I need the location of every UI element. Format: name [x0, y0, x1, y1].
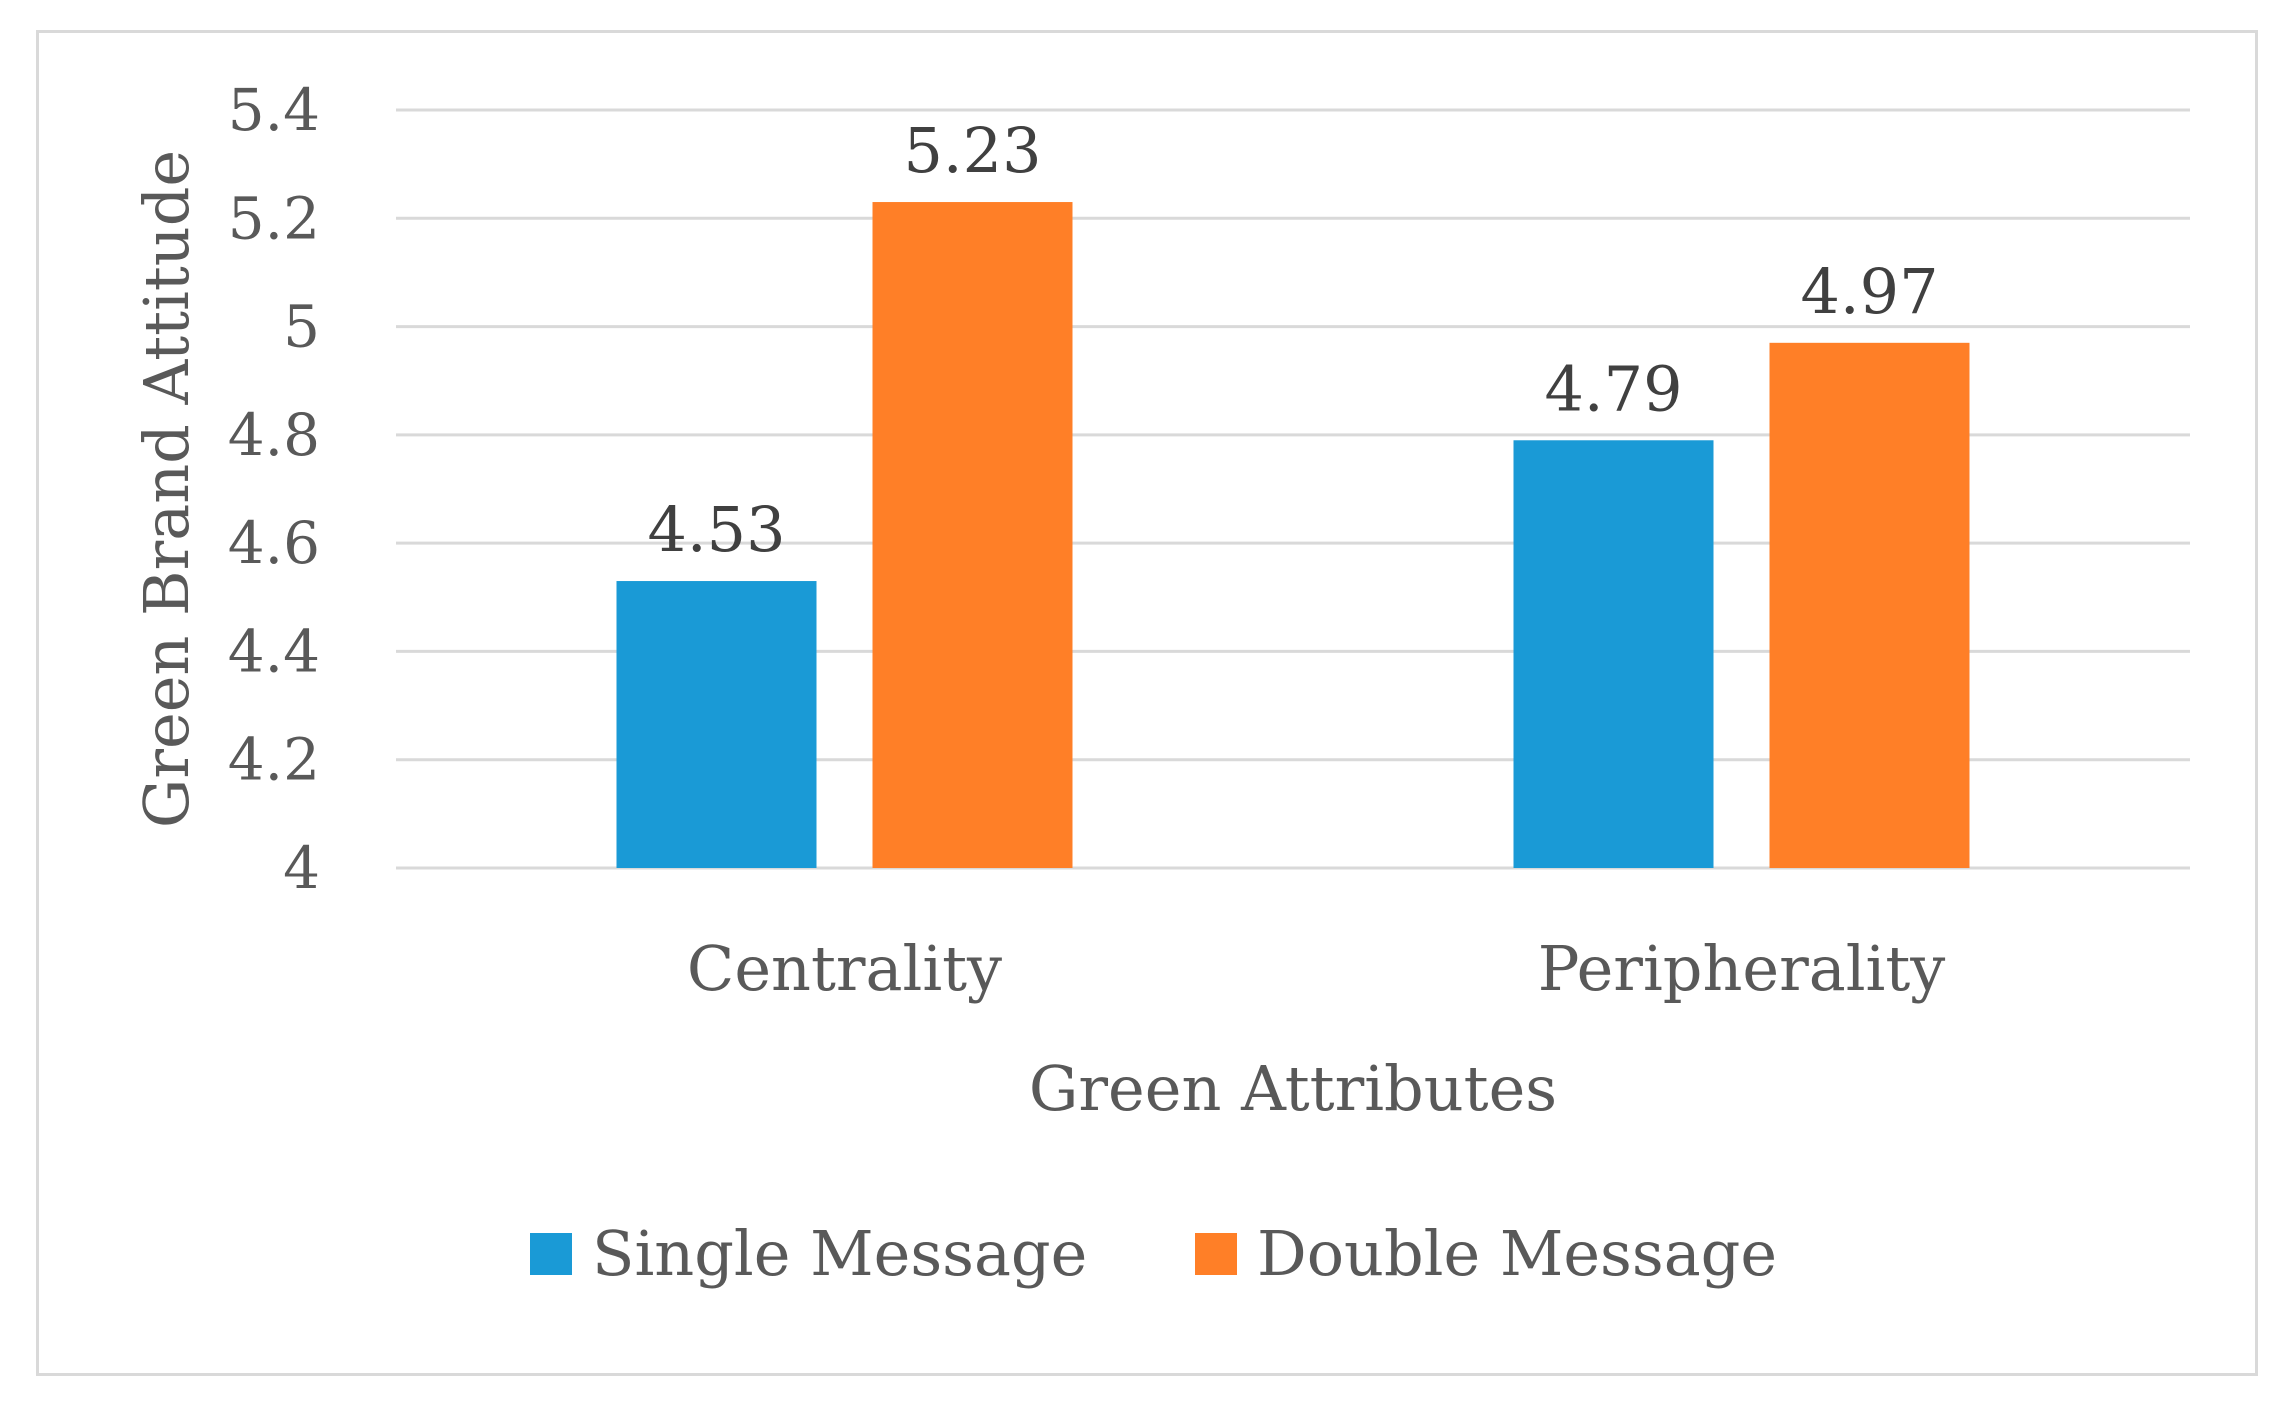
x-axis-title: Green Attributes: [1029, 1052, 1557, 1125]
y-axis-title: Green Brand Attitude: [130, 150, 203, 828]
x-category-label: Centrality: [687, 932, 1002, 1005]
legend-label: Single Message: [592, 1217, 1087, 1290]
legend: Single Message Double Message: [530, 1217, 1777, 1290]
data-label: 4.79: [1544, 352, 1682, 425]
x-category-label: Peripherality: [1538, 932, 1946, 1005]
x-axis-categories: Centrality Peripherality: [687, 932, 1945, 1005]
y-tick-label: 4: [283, 834, 320, 902]
data-label: 4.97: [1800, 255, 1938, 328]
data-label: 5.23: [903, 114, 1041, 187]
y-tick-label: 4.2: [228, 726, 320, 794]
y-tick-label: 4.6: [228, 509, 320, 577]
bars: [616, 202, 1970, 869]
legend-swatch: [1195, 1233, 1237, 1275]
data-labels: 4.53 5.23 4.79 4.97: [647, 114, 1938, 566]
legend-label: Double Message: [1257, 1217, 1777, 1290]
bar-double-message-peripherality: [1769, 342, 1970, 868]
y-tick-label: 4.8: [228, 401, 320, 469]
y-tick-label: 5: [283, 293, 320, 361]
y-axis-ticks: 4 4.2 4.4 4.6 4.8 5 5.2 5.4: [228, 76, 320, 902]
bar-single-message-centrality: [616, 581, 817, 868]
y-tick-label: 4.4: [228, 617, 320, 685]
y-tick-label: 5.2: [228, 184, 320, 252]
bar-single-message-peripherality: [1513, 440, 1714, 868]
bar-double-message-centrality: [872, 202, 1073, 869]
y-tick-label: 5.4: [228, 76, 320, 144]
legend-swatch: [530, 1233, 572, 1275]
data-label: 4.53: [647, 493, 785, 566]
